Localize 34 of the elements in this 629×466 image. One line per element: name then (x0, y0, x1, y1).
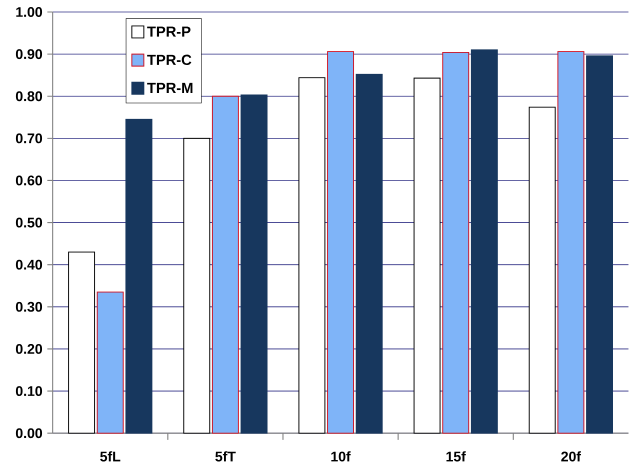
bar (240, 94, 268, 434)
bar (470, 49, 498, 434)
bar (442, 52, 470, 434)
y-tick-label: 0.30 (16, 302, 42, 312)
y-tick-label: 0.90 (16, 49, 42, 60)
bar (528, 106, 556, 434)
legend-label: TPR-P (147, 26, 190, 37)
x-tick-label: 5fL (100, 451, 120, 462)
y-tick-label: 0.40 (16, 260, 42, 270)
legend-label: TPR-M (147, 82, 192, 94)
x-tick-label: 5fT (215, 451, 236, 462)
x-tick-label: 15f (446, 451, 466, 462)
bar (68, 252, 96, 434)
y-tick-label: 0.00 (16, 428, 42, 438)
bar (96, 292, 124, 434)
y-tick-label: 0.80 (16, 91, 42, 102)
x-tick-label: 10f (331, 451, 351, 462)
bar (183, 138, 210, 434)
y-tick-label: 0.60 (16, 176, 42, 186)
bar (212, 96, 239, 434)
bar (356, 74, 383, 434)
bar (125, 118, 152, 434)
bar (298, 77, 326, 434)
legend-label: TPR-C (147, 54, 192, 66)
bar (327, 51, 354, 434)
y-tick-label: 0.10 (16, 386, 42, 396)
y-tick-label: 1.00 (16, 7, 42, 17)
bar (586, 55, 613, 434)
y-tick-label: 0.70 (16, 133, 42, 144)
bar (557, 51, 584, 434)
x-tick-label: 20f (561, 451, 582, 462)
y-tick-label: 0.50 (16, 218, 42, 228)
y-tick-label: 0.20 (16, 344, 42, 354)
bar (414, 78, 441, 434)
